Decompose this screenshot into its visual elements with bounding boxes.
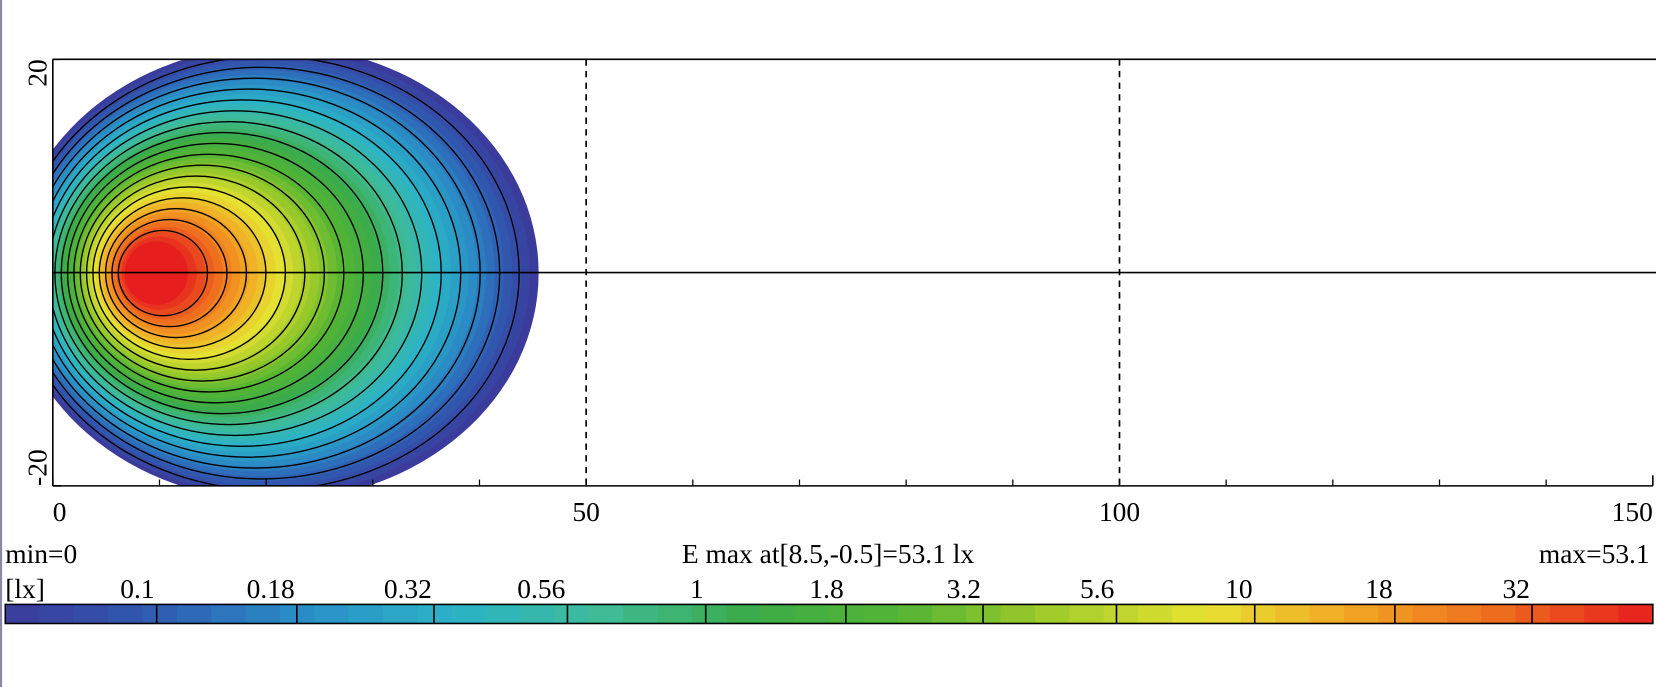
colorbar-cell xyxy=(1309,604,1345,624)
colorbar-cell xyxy=(1584,604,1620,624)
colorbar-frame xyxy=(4,603,1654,625)
colorbar-cell xyxy=(1549,604,1585,624)
colorbar-cell xyxy=(554,604,590,624)
colorbar-cell xyxy=(142,604,178,624)
colorbar-cell xyxy=(1515,604,1551,624)
colorbar-cell xyxy=(863,604,899,624)
max-location-label: E max at[8.5,-0.5]=53.1 lx xyxy=(682,539,974,569)
colorbar-cell xyxy=(897,604,933,624)
max-label: max=53.1 xyxy=(1539,539,1650,569)
colorbar-cell xyxy=(1000,604,1036,624)
colorbar-cell xyxy=(760,604,796,624)
colorbar-tick-label: 10 xyxy=(1225,574,1252,604)
x-tick-label: 0 xyxy=(53,497,67,527)
min-label: min=0 xyxy=(5,539,77,569)
colorbar-cell xyxy=(5,604,41,624)
colorbar-cell xyxy=(1172,604,1208,624)
colorbar-cell xyxy=(1446,604,1482,624)
colorbar-cell xyxy=(73,604,109,624)
colorbar-cell xyxy=(623,604,658,624)
colorbar-cell xyxy=(1035,604,1070,624)
colorbar-cell xyxy=(348,604,384,624)
colorbar-cell xyxy=(39,604,75,624)
colorbar-cell xyxy=(691,604,727,624)
colorbar-tick-label: 0.1 xyxy=(120,574,154,604)
colorbar-tick-label: 0.32 xyxy=(384,574,432,604)
colorbar-tick-label: 5.6 xyxy=(1080,574,1114,604)
colorbar-cell xyxy=(485,604,521,624)
colorbar-cell xyxy=(108,604,144,624)
x-tick-label: 100 xyxy=(1099,497,1140,527)
colorbar-tick-label: 3.2 xyxy=(947,574,981,604)
colorbar-cell xyxy=(1412,604,1448,624)
colorbar-cell xyxy=(1069,604,1105,624)
colorbar-cell xyxy=(794,604,830,624)
y-tick-label: 20 xyxy=(22,59,52,87)
colorbar-cell xyxy=(520,604,555,624)
colorbar-tick-label: 18 xyxy=(1365,574,1392,604)
colorbar-cell xyxy=(1618,604,1654,624)
window-edge xyxy=(0,0,3,687)
colorbar-cell xyxy=(1137,604,1173,624)
unit-label: [lx] xyxy=(5,574,45,604)
colorbar-cell xyxy=(1103,604,1139,624)
colorbar-cell xyxy=(245,604,281,624)
colorbar-cell xyxy=(588,604,624,624)
colorbar-tick-label: 0.18 xyxy=(247,574,295,604)
colorbar-tick-label: 32 xyxy=(1503,574,1530,604)
colorbar-cell xyxy=(1481,604,1517,624)
colorbar-cell xyxy=(932,604,967,624)
colorbar: 0.1 0.18 0.32 0.56 1 1.8 3.2 5.6 10 18 32 xyxy=(4,574,1654,625)
colorbar-cell xyxy=(382,604,418,624)
colorbar-tick-label: 1 xyxy=(690,574,704,604)
colorbar-cell xyxy=(1343,604,1379,624)
colorbar-cell xyxy=(314,604,350,624)
colorbar-cell xyxy=(1206,604,1242,624)
x-tick-label: 50 xyxy=(572,497,599,527)
colorbar-cell xyxy=(1240,604,1276,624)
axes: 0 50 100 150 -20 20 xyxy=(22,58,1656,527)
colorbar-cell xyxy=(451,604,487,624)
colorbar-tick-label: 0.56 xyxy=(517,574,565,604)
colorbar-cell xyxy=(1275,604,1311,624)
colorbar-tick-label: 1.8 xyxy=(809,574,843,604)
colorbar-cell xyxy=(726,604,761,624)
colorbar-cell xyxy=(176,604,212,624)
colorbar-cell xyxy=(657,604,693,624)
colorbar-cell xyxy=(211,604,247,624)
x-tick-label: 150 xyxy=(1612,497,1653,527)
y-tick-label: -20 xyxy=(22,449,52,486)
